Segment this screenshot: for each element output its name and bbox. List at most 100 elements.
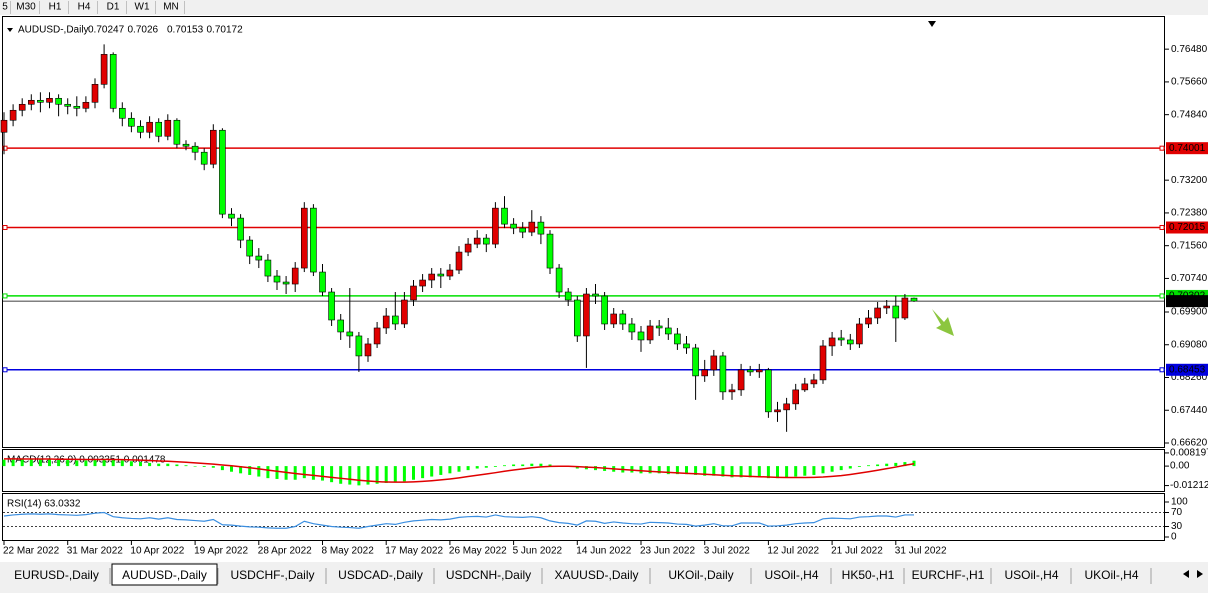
candle-body: [410, 285, 417, 301]
timeframe-button[interactable]: 5: [2, 2, 8, 13]
macd-bar: [457, 466, 461, 472]
macd-bar: [102, 458, 106, 467]
tab-frame[interactable]: [906, 566, 990, 584]
tab-label[interactable]: UKOil-,H4: [1084, 568, 1138, 582]
main-chart-panel: [2, 16, 1165, 448]
symbol-tab[interactable]: USOil-,H4: [753, 566, 830, 584]
symbol-tab[interactable]: UKOil-,H4: [1073, 566, 1150, 584]
timeframe-button[interactable]: H4: [78, 2, 91, 13]
candle-body: [0, 119, 8, 133]
tab-frame[interactable]: [111, 563, 218, 586]
candle-body: [391, 315, 399, 325]
timeframe-label[interactable]: W1: [135, 2, 150, 13]
macd-bar: [84, 460, 88, 467]
macd-bar: [794, 466, 798, 477]
toolbar: [0, 0, 1208, 15]
macd-bar: [375, 466, 379, 484]
tab-frame[interactable]: [833, 566, 903, 584]
timeframe-label[interactable]: H4: [78, 2, 91, 13]
symbol-tab[interactable]: AUDUSD-,Daily: [111, 563, 218, 586]
candle-body: [792, 389, 800, 405]
macd-bar: [211, 466, 215, 468]
symbol-tab[interactable]: EURUSD-,Daily: [4, 566, 109, 584]
date-label: 22 Mar 2022: [3, 546, 60, 557]
timeframe-button[interactable]: H1: [49, 2, 62, 13]
symbol-tab[interactable]: USDCAD-,Daily: [328, 566, 433, 584]
timeframe-button[interactable]: M30: [16, 2, 36, 13]
tab-frame[interactable]: [652, 566, 750, 584]
macd-bar: [20, 458, 24, 467]
timeframe-label[interactable]: MN: [163, 2, 179, 13]
candle-body: [428, 273, 436, 281]
tab-label[interactable]: USOil-,H4: [1004, 568, 1058, 582]
timeframe-label[interactable]: M30: [16, 2, 36, 13]
candle-body: [492, 207, 499, 245]
timeframe-label[interactable]: D1: [107, 2, 120, 13]
candle-body: [592, 293, 599, 297]
tab-frame[interactable]: [328, 566, 433, 584]
timeframe-label[interactable]: H1: [49, 2, 62, 13]
timeframe-label[interactable]: 5: [2, 2, 8, 13]
candle-body: [537, 221, 545, 235]
tab-scroll-arrows[interactable]: [1183, 570, 1203, 578]
tab-frame[interactable]: [544, 566, 649, 584]
rsi-tick-label: 0: [1171, 532, 1177, 543]
candle-body: [719, 355, 727, 393]
candle-body: [664, 327, 672, 335]
tab-label[interactable]: EURCHF-,H1: [912, 568, 985, 582]
tab-label[interactable]: AUDUSD-,Daily: [122, 568, 207, 582]
tab-frame[interactable]: [993, 566, 1070, 584]
tab-label[interactable]: HK50-,H1: [842, 568, 895, 582]
candle-body: [555, 267, 563, 293]
macd-bar: [484, 466, 488, 468]
price-label: 0.72015: [1169, 222, 1206, 233]
tab-label[interactable]: EURUSD-,Daily: [14, 568, 99, 582]
macd-bar: [129, 461, 133, 467]
tab-frame[interactable]: [753, 566, 830, 584]
macd-bar: [302, 466, 306, 479]
tab-frame[interactable]: [1073, 566, 1150, 584]
macd-bar: [321, 466, 324, 481]
symbol-tab[interactable]: EURCHF-,H1: [906, 566, 990, 584]
timeframe-button[interactable]: D1: [107, 2, 120, 13]
symbol-tab[interactable]: USDCNH-,Daily: [436, 566, 541, 584]
price-tick-label: 0.71560: [1171, 240, 1208, 251]
candle-body: [883, 305, 891, 309]
tab-frame[interactable]: [4, 566, 109, 584]
candle-body: [455, 251, 463, 271]
candle-body: [437, 273, 445, 277]
symbol-tab[interactable]: USDCHF-,Daily: [220, 566, 325, 584]
tab-frame[interactable]: [220, 566, 325, 584]
tab-frame[interactable]: [436, 566, 541, 584]
price-tick-label: 0.67440: [1171, 405, 1208, 416]
candle-body: [710, 355, 718, 371]
tab-label[interactable]: USDCAD-,Daily: [338, 568, 423, 582]
macd-bar: [330, 466, 334, 483]
macd-bar: [193, 466, 197, 467]
tab-label[interactable]: USDCHF-,Daily: [231, 568, 315, 582]
timeframe-button[interactable]: W1: [135, 2, 150, 13]
candle-body: [546, 233, 554, 269]
candle-body: [819, 345, 827, 381]
macd-bar: [384, 466, 388, 483]
symbol-tab[interactable]: USOil-,H4: [993, 566, 1070, 584]
macd-bar: [530, 463, 534, 467]
symbol-tab[interactable]: UKOil-,Daily: [652, 566, 750, 584]
tab-label[interactable]: XAUUSD-,Daily: [554, 568, 638, 582]
symbol-tab[interactable]: HK50-,H1: [833, 566, 903, 584]
macd-bar: [266, 466, 270, 479]
symbol-tab[interactable]: XAUUSD-,Daily: [544, 566, 649, 584]
macd-bar: [348, 466, 352, 485]
tab-label[interactable]: UKOil-,Daily: [668, 568, 733, 582]
tab-label[interactable]: USDCNH-,Daily: [446, 568, 531, 582]
macd-bar: [821, 466, 825, 474]
price-tick-label: 0.73200: [1171, 175, 1208, 186]
timeframe-button[interactable]: MN: [163, 2, 179, 13]
macd-bar: [366, 466, 370, 485]
candle-body: [173, 119, 181, 145]
price-tick-label: 0.68260: [1171, 372, 1208, 383]
candle-body: [328, 291, 335, 321]
price-label-box: [1166, 221, 1208, 234]
date-label: 5 Jun 2022: [513, 546, 563, 557]
tab-label[interactable]: USOil-,H4: [764, 568, 818, 582]
